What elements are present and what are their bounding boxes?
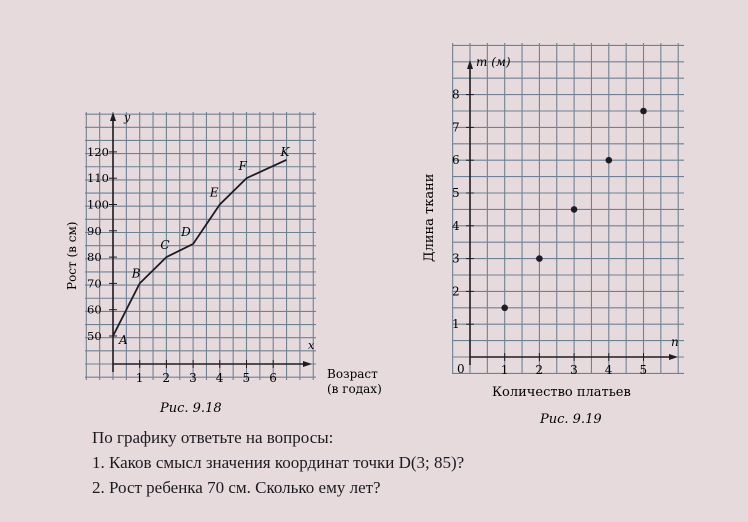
fig918-y-tick-label: 90 bbox=[87, 224, 102, 238]
questions-intro: По графику ответьте на вопросы: bbox=[92, 428, 334, 447]
fig919-x-tick-label: 4 bbox=[605, 363, 613, 377]
fig919-y-tick-label: 1 bbox=[452, 317, 460, 331]
fig918-y-axis-label: Рост (в см) bbox=[65, 222, 79, 290]
fig918-x-axis-label: Возраст bbox=[327, 367, 378, 381]
fig918-y-tick-label: 110 bbox=[87, 171, 109, 185]
fig918-x-tick-label: 2 bbox=[162, 371, 170, 385]
fig919-x-tick-label: 5 bbox=[640, 363, 648, 377]
fig919-origin-label: 0 bbox=[457, 362, 465, 376]
fig918-x-tick-label: 5 bbox=[243, 371, 251, 385]
fig918-x-tick-label: 3 bbox=[189, 371, 197, 385]
question-1: 1. Каков смысл значения координат точки … bbox=[92, 453, 465, 472]
question-2: 2. Рост ребенка 70 см. Сколько ему лет? bbox=[92, 478, 381, 497]
fig919-y-tick-label: 4 bbox=[452, 219, 460, 233]
fig919-y-tick-label: 6 bbox=[452, 153, 460, 167]
fig919-x-axis-label: Количество платьев bbox=[492, 385, 631, 400]
fig918-point-label-F: F bbox=[238, 159, 248, 173]
fig918-y-tick-label: 100 bbox=[87, 198, 109, 212]
fig918-y-arrow-icon bbox=[110, 112, 116, 121]
fig918-x-tick-label: 4 bbox=[216, 371, 224, 385]
fig919-x-tick-label: 3 bbox=[570, 363, 578, 377]
fig918-x-axis-label-2: (в годах) bbox=[327, 382, 382, 396]
fig919-caption: Рис. 9.19 bbox=[539, 412, 602, 427]
fig918-y-tick-label: 60 bbox=[87, 303, 102, 317]
fig919-data-point bbox=[536, 255, 543, 262]
fig919-data-point bbox=[501, 304, 509, 312]
fig919-x-arrow-icon bbox=[669, 354, 678, 360]
fig918-x-arrow-icon bbox=[303, 361, 312, 367]
fig918-line bbox=[112, 158, 287, 337]
fig919-data-point bbox=[605, 156, 613, 164]
fig919-x-tick-label: 2 bbox=[535, 363, 543, 377]
fig918-y-tick-label: 120 bbox=[87, 145, 109, 159]
fig918-x-tick-label: 6 bbox=[269, 371, 277, 385]
fig919-y-tick-label: 8 bbox=[452, 88, 460, 102]
fig919-data-point bbox=[640, 107, 647, 115]
fig918-point-label-A: A bbox=[118, 333, 128, 347]
fig919-y-axis-label: Длина ткани bbox=[422, 174, 437, 262]
fig918-point-label-C: C bbox=[160, 238, 169, 252]
fig918-x-axis-letter: x bbox=[308, 339, 315, 352]
fig919-x-tick-label: 1 bbox=[501, 363, 509, 377]
fig919-y-tick-label: 7 bbox=[452, 120, 460, 134]
fig919-y-tick-label: 5 bbox=[452, 186, 460, 200]
fig918-point-label-D: D bbox=[180, 225, 191, 239]
fig918-point-label-K: K bbox=[280, 145, 291, 159]
fig918-y-tick-label: 70 bbox=[87, 276, 102, 290]
fig918-y-axis-letter: y bbox=[123, 111, 131, 124]
fig919-y-arrow-icon bbox=[467, 60, 473, 69]
fig918-x-tick-label: 1 bbox=[136, 371, 144, 385]
fig918-point-label-E: E bbox=[209, 186, 219, 200]
fig918-caption: Рис. 9.18 bbox=[159, 401, 222, 416]
fig918-y-tick-label: 50 bbox=[87, 329, 102, 343]
fig919-y-tick-label: 3 bbox=[452, 252, 460, 266]
fig919-data-point bbox=[570, 206, 578, 213]
fig918-y-tick-label: 80 bbox=[87, 250, 102, 264]
fig919-y-axis-letter: m (м) bbox=[476, 55, 511, 69]
fig918-point-label-B: B bbox=[131, 266, 141, 280]
fig919-y-tick-label: 2 bbox=[452, 284, 460, 298]
fig919-x-axis-letter: n bbox=[671, 335, 679, 349]
